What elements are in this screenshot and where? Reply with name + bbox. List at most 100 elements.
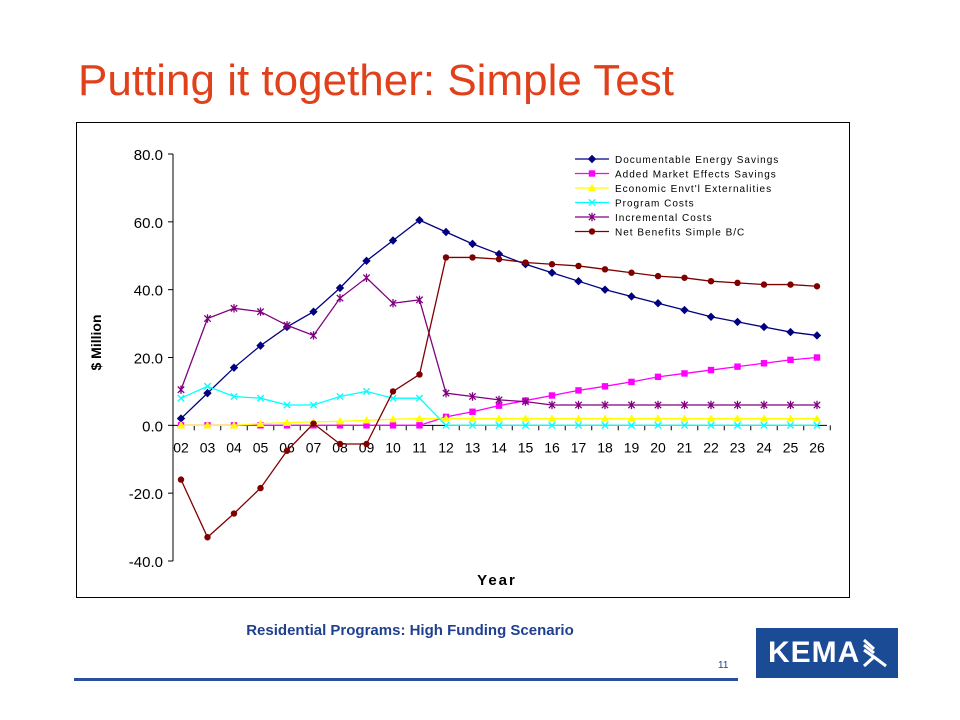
data-point [707, 400, 715, 410]
legend-label: Added Market Effects Savings [615, 170, 777, 181]
data-point [653, 414, 663, 422]
x-tick-label: 23 [730, 439, 746, 455]
y-tick-label: 40.0 [134, 283, 163, 300]
data-point [548, 400, 556, 410]
data-point [309, 307, 318, 316]
x-tick-label: 16 [544, 439, 560, 455]
x-tick-label: 09 [359, 439, 375, 455]
data-point [627, 421, 636, 429]
data-point [441, 414, 451, 422]
data-point [469, 254, 476, 261]
data-point [812, 331, 822, 340]
data-point [495, 255, 503, 263]
data-point [442, 388, 450, 398]
legend-marker [587, 154, 597, 164]
data-point [522, 259, 529, 266]
x-tick-label: 03 [200, 439, 216, 455]
x-tick-label: 06 [279, 439, 295, 455]
data-point [760, 400, 768, 410]
data-point [495, 395, 503, 405]
data-point [203, 382, 212, 390]
data-point [229, 421, 239, 429]
x-axis-label: Year [477, 572, 517, 589]
chart-caption: Residential Programs: High Funding Scena… [246, 622, 574, 639]
data-point [786, 414, 795, 422]
data-point [574, 400, 583, 410]
x-tick-label: 13 [465, 439, 481, 455]
x-tick-label: 18 [597, 439, 613, 455]
data-point [388, 236, 398, 245]
x-tick-label: 24 [756, 439, 772, 455]
data-point [654, 400, 662, 410]
data-point [389, 388, 397, 395]
data-point [362, 416, 371, 424]
legend-marker [588, 228, 596, 235]
x-tick-label: 04 [226, 439, 242, 455]
legend-label: Program Costs [615, 199, 695, 210]
x-tick-label: 11 [412, 439, 427, 455]
data-point [681, 274, 688, 281]
legend-marker [588, 170, 596, 177]
data-point [230, 304, 238, 313]
data-point [363, 440, 370, 448]
data-point [282, 418, 292, 426]
x-tick-label: 26 [809, 439, 825, 455]
data-point [176, 421, 186, 429]
y-axis-label: $ Million [88, 315, 104, 371]
data-point [415, 295, 424, 305]
data-point [256, 341, 265, 350]
chart-frame: 80.0 60.0 40.0 20.0 0.0 -20.0 -40.0 02 03 04 05 06 0… [76, 122, 850, 598]
data-point [759, 414, 769, 422]
data-point [494, 249, 504, 259]
data-point [415, 215, 424, 225]
data-point [230, 510, 238, 517]
x-tick-label: 19 [624, 439, 640, 455]
x-tick-label: 17 [571, 439, 587, 455]
data-point [521, 414, 530, 422]
data-point [547, 268, 557, 277]
data-point [468, 414, 477, 422]
data-point [335, 417, 345, 425]
data-point [706, 312, 716, 321]
x-tick-label: 20 [650, 439, 666, 455]
data-point [733, 400, 742, 410]
data-point [574, 421, 583, 429]
legend-label: Net Benefits Simple B/C [615, 228, 745, 239]
data-point [177, 394, 185, 402]
data-point [203, 388, 212, 398]
slide-title: Putting it together: Simple Test [78, 56, 674, 105]
y-tick-label: -40.0 [129, 554, 163, 571]
data-point [628, 269, 635, 276]
data-point [574, 414, 583, 422]
data-point [575, 387, 582, 394]
data-point [495, 402, 503, 409]
data-point [734, 363, 741, 370]
x-tick-label: 21 [677, 439, 693, 455]
legend-marker [588, 198, 596, 207]
data-point [680, 305, 689, 315]
data-point [601, 400, 609, 410]
data-point [680, 400, 689, 410]
data-point [310, 420, 317, 427]
data-point [468, 239, 477, 249]
x-tick-label: 02 [173, 439, 189, 455]
data-point [336, 392, 344, 401]
footer-rule [74, 678, 738, 681]
data-point [415, 414, 424, 422]
data-point [733, 421, 742, 429]
data-point [786, 327, 795, 337]
data-point [442, 254, 450, 261]
data-point [628, 378, 635, 386]
y-tick-label: 60.0 [134, 215, 163, 232]
data-point [601, 421, 609, 429]
kema-logo: KEMA [756, 628, 898, 678]
data-point [653, 299, 663, 308]
data-point [813, 421, 821, 429]
data-point [256, 419, 265, 427]
series-line [180, 276, 817, 406]
data-point [601, 383, 609, 390]
data-point [257, 484, 264, 492]
y-tick-label: 0.0 [142, 418, 163, 435]
data-point [362, 273, 371, 282]
data-point [177, 476, 185, 483]
